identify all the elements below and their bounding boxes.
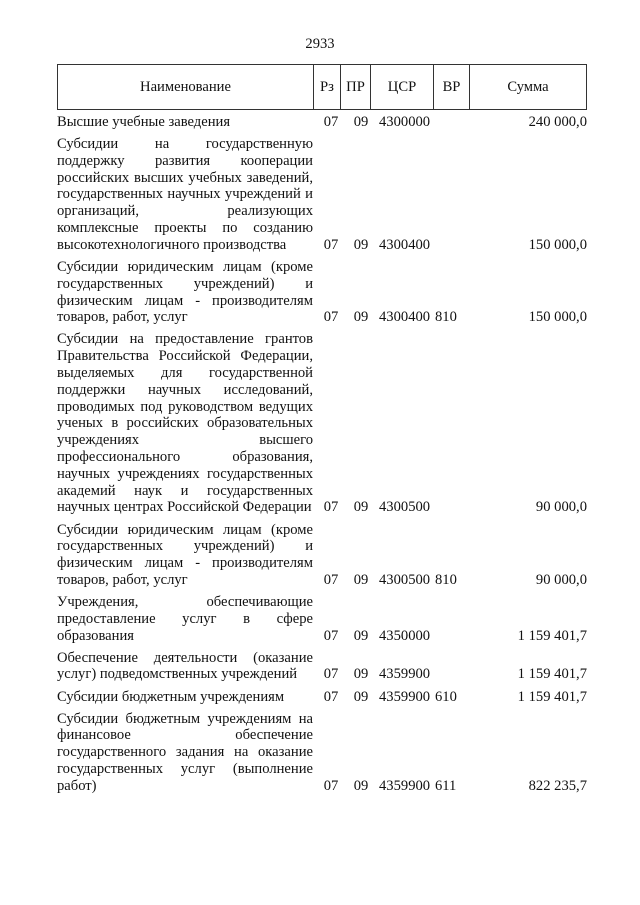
cell-pr: 09 xyxy=(353,236,369,253)
cell-rz: 07 xyxy=(323,777,339,794)
table-row: Учреждения, обеспечивающие предоставлени… xyxy=(57,594,587,644)
table-body: Высшие учебные заведения 07 09 4300000 240 0… xyxy=(57,114,587,800)
cell-pr: 09 xyxy=(353,571,369,588)
cell-pr: 09 xyxy=(353,666,369,683)
cell-name: Субсидии на государственную поддержку ра… xyxy=(57,136,313,253)
cell-csr: 4300500 xyxy=(379,571,431,588)
page-number: 2933 xyxy=(305,36,335,52)
table-row: Субсидии юридическим лицам (кроме госуда… xyxy=(57,259,587,326)
cell-sum: 1 159 401,7 xyxy=(517,627,587,644)
cell-name: Обеспечение деятельности (оказание услуг… xyxy=(57,649,313,683)
cell-name: Субсидии бюджетным учреждениям xyxy=(57,688,285,705)
cell-pr: 09 xyxy=(353,688,369,705)
cell-sum: 240 000,0 xyxy=(528,114,587,130)
cell-sum: 150 000,0 xyxy=(528,236,587,253)
cell-pr: 09 xyxy=(353,114,369,130)
cell-vr: 610 xyxy=(435,688,457,705)
cell-csr: 4300000 xyxy=(379,114,431,130)
cell-csr: 4350000 xyxy=(379,627,431,644)
header-rz: Рз xyxy=(314,65,341,109)
cell-rz: 07 xyxy=(323,688,339,705)
cell-vr: 810 xyxy=(435,309,457,326)
table-row: Высшие учебные заведения 07 09 4300000 240 0… xyxy=(57,114,587,131)
cell-csr: 4359900 xyxy=(379,666,431,683)
table-header: Наименование Рз ПР ЦСР ВР Сумма xyxy=(57,64,587,110)
header-pr: ПР xyxy=(341,65,371,109)
header-sum: Сумма xyxy=(507,78,549,95)
cell-pr: 09 xyxy=(353,499,369,516)
cell-rz: 07 xyxy=(323,236,339,253)
cell-rz: 07 xyxy=(323,499,339,516)
cell-name: Учреждения, обеспечивающие предоставлени… xyxy=(57,594,313,644)
header-name: Наименование xyxy=(58,65,314,109)
cell-sum: 90 000,0 xyxy=(535,499,587,516)
cell-sum: 150 000,0 xyxy=(528,309,587,326)
cell-sum: 1 159 401,7 xyxy=(517,688,587,705)
cell-sum: 1 159 401,7 xyxy=(517,666,587,683)
cell-vr: 810 xyxy=(435,571,457,588)
cell-pr: 09 xyxy=(353,309,369,326)
cell-csr: 4300400 xyxy=(379,309,431,326)
cell-name: Субсидии бюджетным учреждениям на финанс… xyxy=(57,710,313,794)
cell-sum: 822 235,7 xyxy=(528,777,587,794)
cell-pr: 09 xyxy=(353,777,369,794)
table-row: Субсидии на государственную поддержку ра… xyxy=(57,136,587,254)
header-csr: ЦСР xyxy=(371,65,434,109)
header-vr: ВР xyxy=(434,65,470,109)
cell-csr: 4300500 xyxy=(379,499,431,516)
cell-rz: 07 xyxy=(323,309,339,326)
cell-csr: 4359900 xyxy=(379,777,431,794)
cell-csr: 4300400 xyxy=(379,236,431,253)
cell-rz: 07 xyxy=(323,114,339,130)
cell-name: Субсидии юридическим лицам (кроме госуда… xyxy=(57,521,313,588)
cell-pr: 09 xyxy=(353,627,369,644)
table-row: Субсидии на предоставление грантов Прави… xyxy=(57,331,587,516)
cell-name: Субсидии на предоставление грантов Прави… xyxy=(57,331,313,516)
table-row: Субсидии бюджетным учреждениям 07 09 435990… xyxy=(57,689,587,706)
table-row: Субсидии бюджетным учреждениям на финанс… xyxy=(57,711,587,795)
cell-name: Высшие учебные заведения xyxy=(57,114,231,130)
cell-vr: 611 xyxy=(435,777,457,794)
table-row: Субсидии юридическим лицам (кроме госуда… xyxy=(57,522,587,589)
cell-rz: 07 xyxy=(323,571,339,588)
cell-name: Субсидии юридическим лицам (кроме госуда… xyxy=(57,258,313,326)
cell-rz: 07 xyxy=(323,666,339,683)
cell-sum: 90 000,0 xyxy=(535,571,587,588)
table-row: Обеспечение деятельности (оказание услуг… xyxy=(57,650,587,684)
cell-rz: 07 xyxy=(323,627,339,644)
cell-csr: 4359900 xyxy=(379,688,431,705)
